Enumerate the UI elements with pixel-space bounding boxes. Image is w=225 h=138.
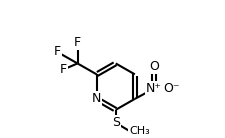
Text: N⁺: N⁺ (145, 82, 161, 95)
Text: O: O (148, 60, 158, 73)
Text: F: F (74, 36, 81, 49)
Text: N: N (92, 92, 101, 105)
Text: F: F (59, 63, 66, 76)
Text: S: S (111, 116, 119, 129)
Text: F: F (53, 45, 60, 58)
Text: O⁻: O⁻ (163, 82, 179, 95)
Text: CH₃: CH₃ (129, 126, 149, 136)
